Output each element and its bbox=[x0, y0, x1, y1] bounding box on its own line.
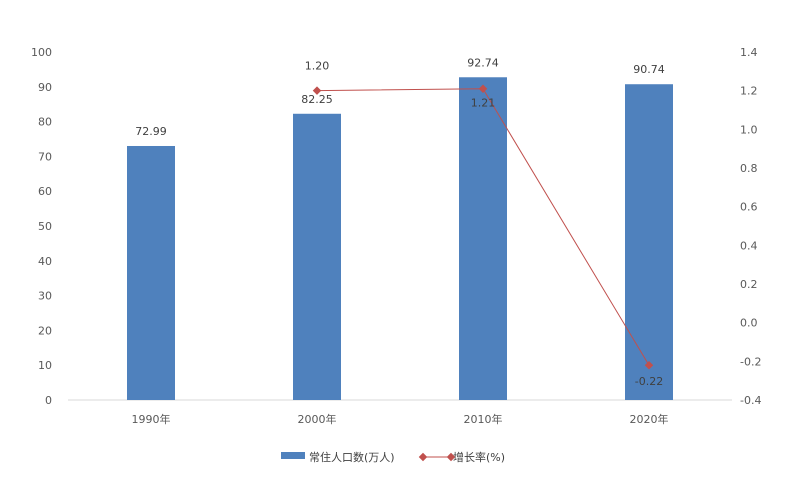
left-axis-tick-label: 20 bbox=[38, 324, 52, 337]
left-axis-tick-label: 40 bbox=[38, 255, 52, 268]
category-label: 1990年 bbox=[132, 412, 171, 426]
bar-series bbox=[127, 77, 673, 401]
right-axis-tick-label: 0.2 bbox=[740, 278, 758, 291]
category-label: 2000年 bbox=[298, 412, 337, 426]
left-axis-tick-label: 50 bbox=[38, 220, 52, 233]
left-axis-tick-label: 10 bbox=[38, 359, 52, 372]
line-marker bbox=[644, 360, 654, 370]
right-axis-tick-label: 0.4 bbox=[740, 239, 758, 252]
category-label: 2020年 bbox=[630, 412, 669, 426]
right-axis-tick-label: 0.6 bbox=[740, 201, 758, 214]
right-axis-tick-label: 1.0 bbox=[740, 123, 758, 136]
bar-data-labels: 72.99 82.25 92.74 90.74 bbox=[135, 56, 665, 138]
right-axis-tick-label: -0.2 bbox=[740, 355, 761, 368]
line-data-label: -0.22 bbox=[635, 375, 663, 388]
line-data-label: 1.21 bbox=[471, 97, 496, 110]
bar bbox=[293, 113, 341, 401]
legend-line-label: 增长率(%) bbox=[453, 450, 505, 464]
bar bbox=[625, 84, 673, 401]
bar-data-label: 82.25 bbox=[301, 93, 333, 106]
left-axis-tick-label: 90 bbox=[38, 81, 52, 94]
right-axis-tick-label: 1.4 bbox=[740, 46, 758, 59]
legend-line-marker bbox=[446, 452, 456, 462]
bar-data-label: 90.74 bbox=[633, 63, 665, 76]
legend-bar-label: 常住人口数(万人) bbox=[309, 450, 395, 464]
left-axis-tick-label: 100 bbox=[31, 46, 52, 59]
category-labels: 1990年 2000年 2010年 2020年 bbox=[132, 412, 669, 426]
line-series bbox=[312, 84, 654, 370]
line-marker bbox=[312, 86, 322, 95]
bar-data-label: 72.99 bbox=[135, 125, 167, 138]
legend: 常住人口数(万人) 增长率(%) bbox=[281, 450, 505, 464]
line-data-label: 1.20 bbox=[305, 60, 330, 73]
right-axis-tick-label: 0.8 bbox=[740, 162, 758, 175]
right-axis-tick-label: 1.2 bbox=[740, 85, 758, 98]
left-axis-tick-label: 30 bbox=[38, 290, 52, 303]
left-axis-ticks: 0 10 20 30 40 50 60 70 80 90 100 bbox=[31, 46, 52, 407]
left-axis-tick-label: 70 bbox=[38, 150, 52, 163]
legend-bar-swatch bbox=[281, 452, 305, 459]
category-label: 2010年 bbox=[464, 412, 503, 426]
line-data-labels: 1.20 1.21 -0.22 bbox=[305, 60, 663, 389]
bar-data-label: 92.74 bbox=[467, 56, 499, 69]
legend-line-marker bbox=[418, 452, 428, 462]
line-marker bbox=[478, 84, 488, 93]
bar bbox=[459, 77, 507, 400]
bar bbox=[127, 145, 175, 400]
right-axis-tick-label: 0.0 bbox=[740, 317, 758, 330]
left-axis-tick-label: 60 bbox=[38, 185, 52, 198]
left-axis-tick-label: 0 bbox=[45, 394, 52, 407]
left-axis-tick-label: 80 bbox=[38, 116, 52, 129]
right-axis-ticks: -0.4 -0.2 0.0 0.2 0.4 0.6 0.8 1.0 1.2 1.4 bbox=[740, 46, 761, 407]
right-axis-tick-label: -0.4 bbox=[740, 394, 761, 407]
